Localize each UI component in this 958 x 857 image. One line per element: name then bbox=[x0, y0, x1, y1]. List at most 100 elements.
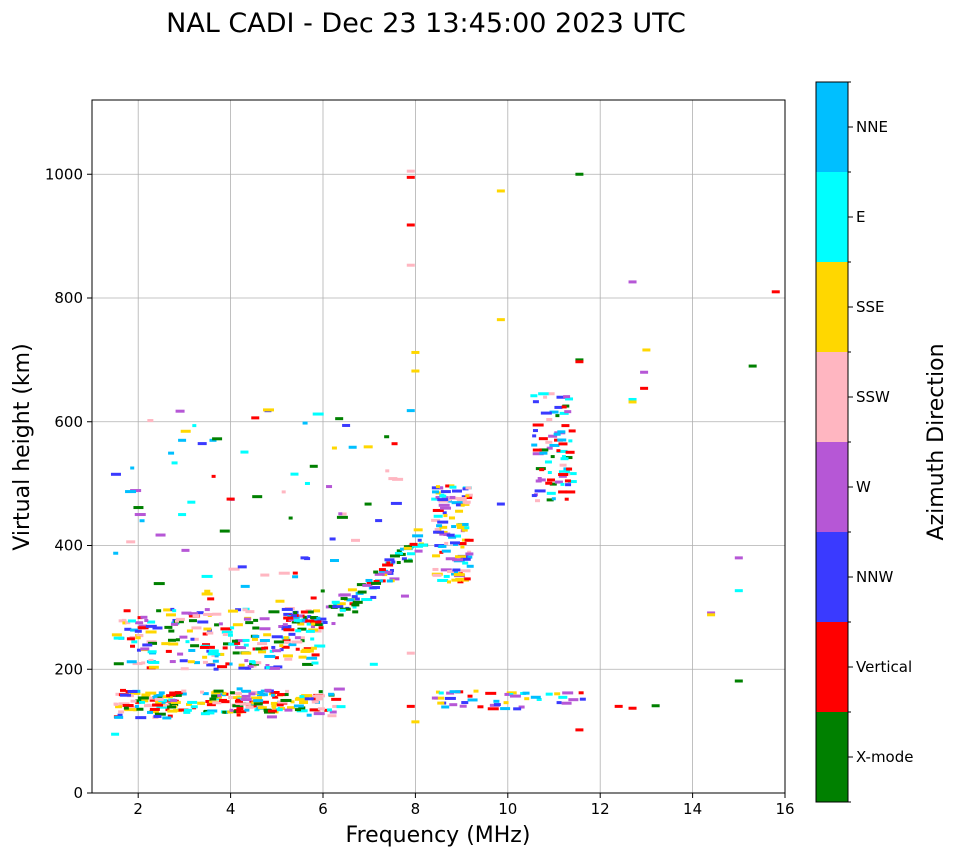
data-point bbox=[444, 696, 456, 700]
data-point bbox=[452, 568, 461, 572]
data-point bbox=[451, 501, 463, 505]
data-point bbox=[113, 662, 124, 666]
data-point bbox=[564, 479, 571, 483]
data-point bbox=[141, 693, 151, 697]
data-point bbox=[506, 691, 517, 695]
data-point bbox=[496, 189, 505, 193]
data-point bbox=[439, 525, 448, 529]
data-point bbox=[188, 619, 197, 623]
data-point bbox=[374, 572, 385, 576]
data-point bbox=[311, 618, 319, 622]
data-point bbox=[207, 652, 219, 656]
data-point bbox=[435, 496, 440, 500]
data-point bbox=[279, 644, 284, 648]
data-point bbox=[559, 463, 567, 467]
colorbar-label: NNW bbox=[856, 568, 893, 586]
data-point bbox=[317, 617, 327, 621]
data-point bbox=[449, 541, 460, 545]
data-point bbox=[328, 692, 335, 696]
data-point bbox=[284, 657, 293, 661]
data-point bbox=[460, 545, 465, 549]
data-point bbox=[175, 619, 180, 623]
data-point bbox=[399, 547, 404, 551]
data-point bbox=[310, 646, 317, 650]
data-point bbox=[452, 542, 458, 546]
data-point bbox=[136, 648, 141, 652]
colorbar-label: Vertical bbox=[856, 658, 912, 676]
data-point bbox=[136, 707, 144, 711]
data-point bbox=[251, 637, 258, 641]
data-point bbox=[329, 559, 339, 563]
data-point bbox=[186, 629, 193, 633]
data-point bbox=[167, 714, 173, 718]
data-point bbox=[331, 622, 336, 626]
data-point bbox=[147, 710, 154, 714]
data-point bbox=[219, 529, 230, 533]
data-point bbox=[293, 611, 298, 615]
data-point bbox=[152, 626, 163, 630]
data-point bbox=[734, 679, 743, 683]
data-point bbox=[538, 437, 548, 441]
data-point bbox=[366, 581, 375, 585]
data-point bbox=[165, 649, 172, 653]
colorbar: X-mode Vertical NNW W SSW SSE E NNE bbox=[815, 81, 913, 803]
data-point bbox=[391, 442, 398, 446]
data-point bbox=[375, 519, 383, 523]
data-point bbox=[320, 589, 325, 593]
data-point bbox=[456, 525, 467, 529]
data-point bbox=[561, 424, 570, 428]
data-point bbox=[281, 645, 290, 649]
data-point bbox=[227, 710, 234, 714]
data-point bbox=[530, 394, 538, 398]
data-point bbox=[300, 610, 308, 614]
data-point bbox=[459, 704, 467, 708]
data-point bbox=[163, 699, 173, 703]
data-point bbox=[575, 358, 584, 362]
data-point bbox=[126, 660, 137, 664]
data-point bbox=[364, 502, 372, 506]
data-point bbox=[558, 474, 567, 478]
data-point bbox=[175, 638, 180, 642]
data-point bbox=[546, 491, 556, 495]
data-point bbox=[513, 707, 522, 711]
data-point bbox=[206, 663, 216, 667]
data-point bbox=[209, 438, 217, 442]
plot-background bbox=[92, 100, 785, 793]
data-point bbox=[120, 688, 127, 692]
data-point bbox=[545, 481, 553, 485]
data-point bbox=[270, 691, 280, 695]
data-point bbox=[297, 627, 307, 631]
data-point bbox=[123, 609, 131, 613]
data-point bbox=[293, 704, 304, 708]
data-point bbox=[232, 623, 243, 627]
data-point bbox=[303, 610, 314, 614]
data-point bbox=[227, 633, 233, 637]
data-point bbox=[409, 542, 418, 546]
data-point bbox=[269, 649, 274, 653]
data-point bbox=[555, 414, 560, 418]
data-point bbox=[340, 597, 348, 601]
data-point bbox=[201, 701, 206, 705]
data-point bbox=[297, 622, 305, 626]
data-point bbox=[411, 350, 420, 354]
data-point bbox=[351, 603, 360, 607]
data-point bbox=[202, 692, 209, 696]
data-point bbox=[209, 645, 215, 649]
data-point bbox=[362, 583, 373, 587]
data-point bbox=[295, 696, 302, 700]
data-point bbox=[546, 478, 555, 482]
data-point bbox=[438, 691, 444, 695]
data-point bbox=[155, 533, 166, 537]
data-point bbox=[264, 646, 269, 650]
data-point bbox=[197, 442, 207, 446]
data-point bbox=[141, 661, 146, 665]
data-point bbox=[244, 659, 249, 663]
data-point bbox=[236, 687, 243, 691]
colorbar-segment bbox=[816, 262, 848, 352]
data-point bbox=[445, 557, 457, 561]
data-point bbox=[457, 522, 469, 526]
data-point bbox=[556, 449, 561, 453]
data-point bbox=[282, 623, 288, 627]
data-point bbox=[651, 704, 660, 708]
